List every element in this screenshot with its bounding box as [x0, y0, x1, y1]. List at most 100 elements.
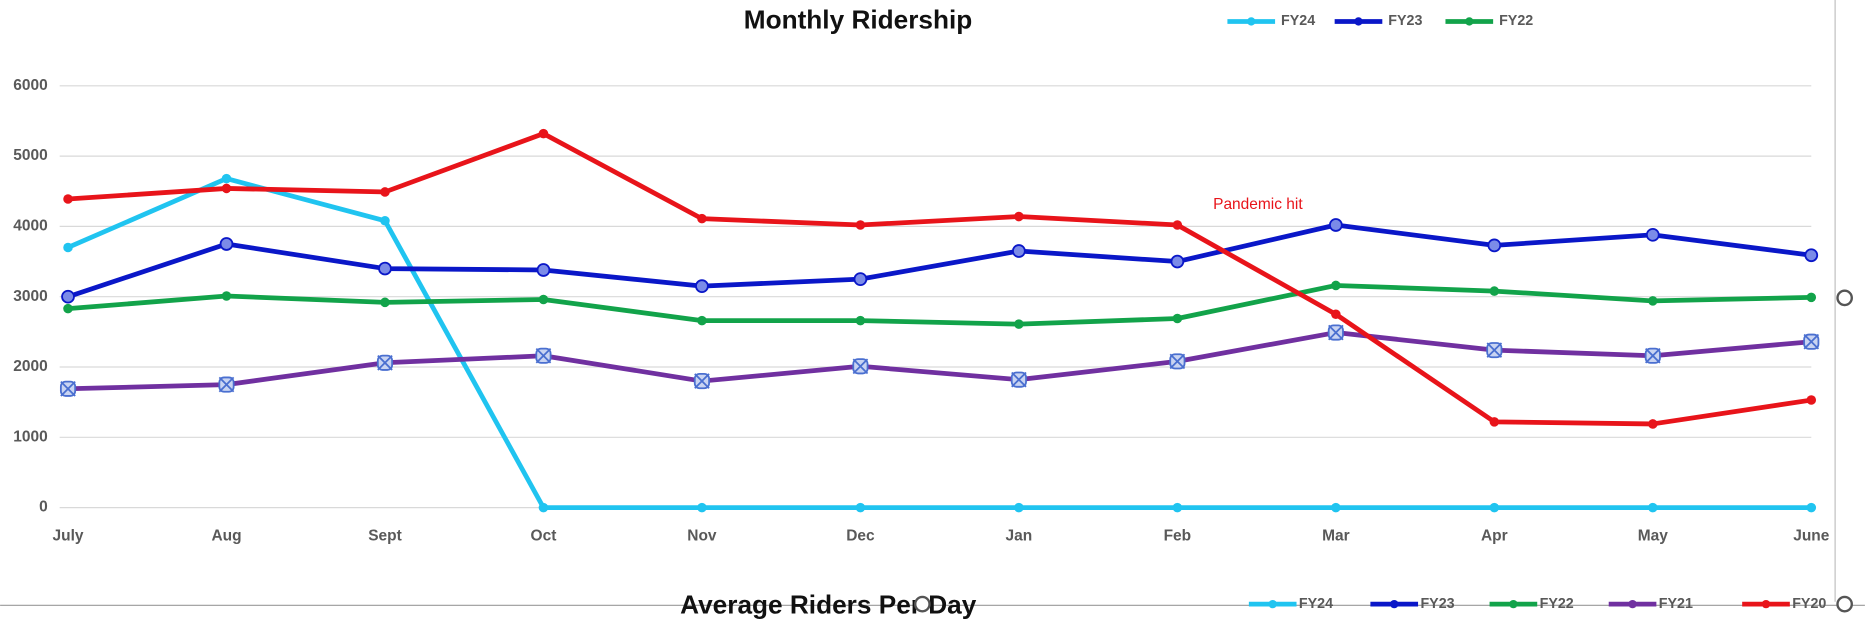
y-tick-label: 1000	[13, 428, 47, 445]
marker	[1648, 502, 1658, 513]
legend-label: FY20	[1792, 596, 1826, 612]
marker	[1487, 238, 1502, 253]
legend-marker	[1509, 599, 1518, 609]
marker-part	[218, 376, 235, 393]
x-tick-label: Apr	[1481, 527, 1508, 544]
marker	[1648, 296, 1658, 306]
marker	[693, 373, 710, 390]
legend-label: FY24	[1299, 596, 1333, 612]
marker	[855, 502, 866, 513]
series-line	[67, 222, 1812, 299]
series-line	[67, 283, 1812, 327]
marker	[697, 213, 707, 224]
series-line	[67, 330, 1812, 392]
x-tick-label: Jan	[1006, 527, 1033, 544]
x-tick-label: Oct	[531, 527, 557, 544]
marker	[1489, 286, 1500, 296]
legend-marker	[1354, 17, 1363, 26]
chart-title: Average Riders Per Day	[680, 589, 977, 619]
legend-label: FY22	[1540, 596, 1574, 612]
legend-marker	[1390, 599, 1399, 609]
marker	[1645, 227, 1660, 242]
marker	[1328, 218, 1343, 232]
legend-label: FY22	[1499, 13, 1533, 29]
marker	[63, 194, 73, 204]
marker-part	[535, 347, 552, 364]
marker-part	[377, 355, 393, 371]
legend-marker	[1247, 17, 1256, 26]
marker	[59, 380, 77, 397]
y-tick-label: 0	[39, 499, 48, 516]
x-tick-label: June	[1793, 527, 1830, 544]
marker	[535, 347, 552, 364]
marker	[1014, 502, 1024, 513]
marker	[1010, 371, 1027, 388]
marker-part	[1011, 371, 1027, 388]
legend-marker	[1465, 17, 1474, 26]
marker	[1014, 319, 1024, 329]
marker-part	[1328, 324, 1344, 341]
marker	[1644, 347, 1661, 364]
marker	[1331, 280, 1341, 291]
resize-handle[interactable]	[1836, 595, 1853, 613]
marker	[218, 376, 235, 393]
marker	[538, 294, 549, 305]
legend-label: FY23	[1388, 13, 1422, 29]
x-tick-label: Nov	[687, 527, 717, 544]
marker	[855, 315, 866, 326]
marker-part	[1486, 342, 1503, 358]
marker	[538, 128, 549, 139]
marker	[1489, 417, 1500, 427]
marker	[1486, 342, 1503, 359]
marker	[380, 216, 390, 226]
x-tick-label: Sept	[368, 527, 402, 544]
marker	[1012, 244, 1026, 258]
x-tick-label: Dec	[846, 527, 875, 544]
marker	[1331, 502, 1341, 513]
legend-marker	[1268, 599, 1277, 609]
marker	[536, 263, 551, 277]
marker	[221, 173, 232, 184]
marker	[1804, 248, 1819, 263]
marker	[378, 261, 392, 276]
x-tick-label: May	[1638, 527, 1669, 544]
marker	[1172, 502, 1183, 513]
marker	[852, 358, 869, 375]
marker	[1806, 292, 1817, 303]
marker-part	[1169, 353, 1186, 370]
y-tick-label: 6000	[13, 77, 47, 94]
marker	[697, 315, 707, 326]
marker	[695, 279, 709, 294]
marker	[1806, 502, 1817, 513]
legend-label: FY23	[1420, 596, 1454, 612]
annotation: Pandemic hit	[1213, 196, 1303, 213]
series-line	[67, 131, 1812, 427]
legend-label: FY21	[1659, 596, 1693, 612]
marker-part	[1645, 347, 1661, 364]
y-tick-label: 4000	[13, 217, 47, 234]
marker	[1806, 395, 1817, 405]
marker	[376, 354, 394, 371]
series-line	[67, 176, 1812, 510]
x-tick-label: July	[53, 527, 84, 544]
marker	[1172, 313, 1183, 324]
marker	[63, 303, 73, 314]
marker-part	[1803, 333, 1820, 350]
marker-part	[60, 381, 76, 397]
marker	[1803, 333, 1820, 350]
marker	[855, 220, 866, 230]
marker	[1648, 419, 1658, 429]
resize-handle[interactable]	[914, 595, 931, 613]
legend-marker	[1761, 599, 1771, 609]
marker	[221, 183, 232, 194]
marker	[219, 237, 234, 251]
x-tick-label: Mar	[1322, 527, 1350, 544]
marker	[1169, 353, 1186, 370]
resize-handle[interactable]	[1836, 289, 1853, 307]
y-tick-label: 2000	[13, 358, 47, 375]
marker	[61, 289, 75, 304]
legend-label: FY24	[1281, 13, 1315, 29]
marker	[63, 242, 73, 253]
marker	[697, 502, 707, 513]
